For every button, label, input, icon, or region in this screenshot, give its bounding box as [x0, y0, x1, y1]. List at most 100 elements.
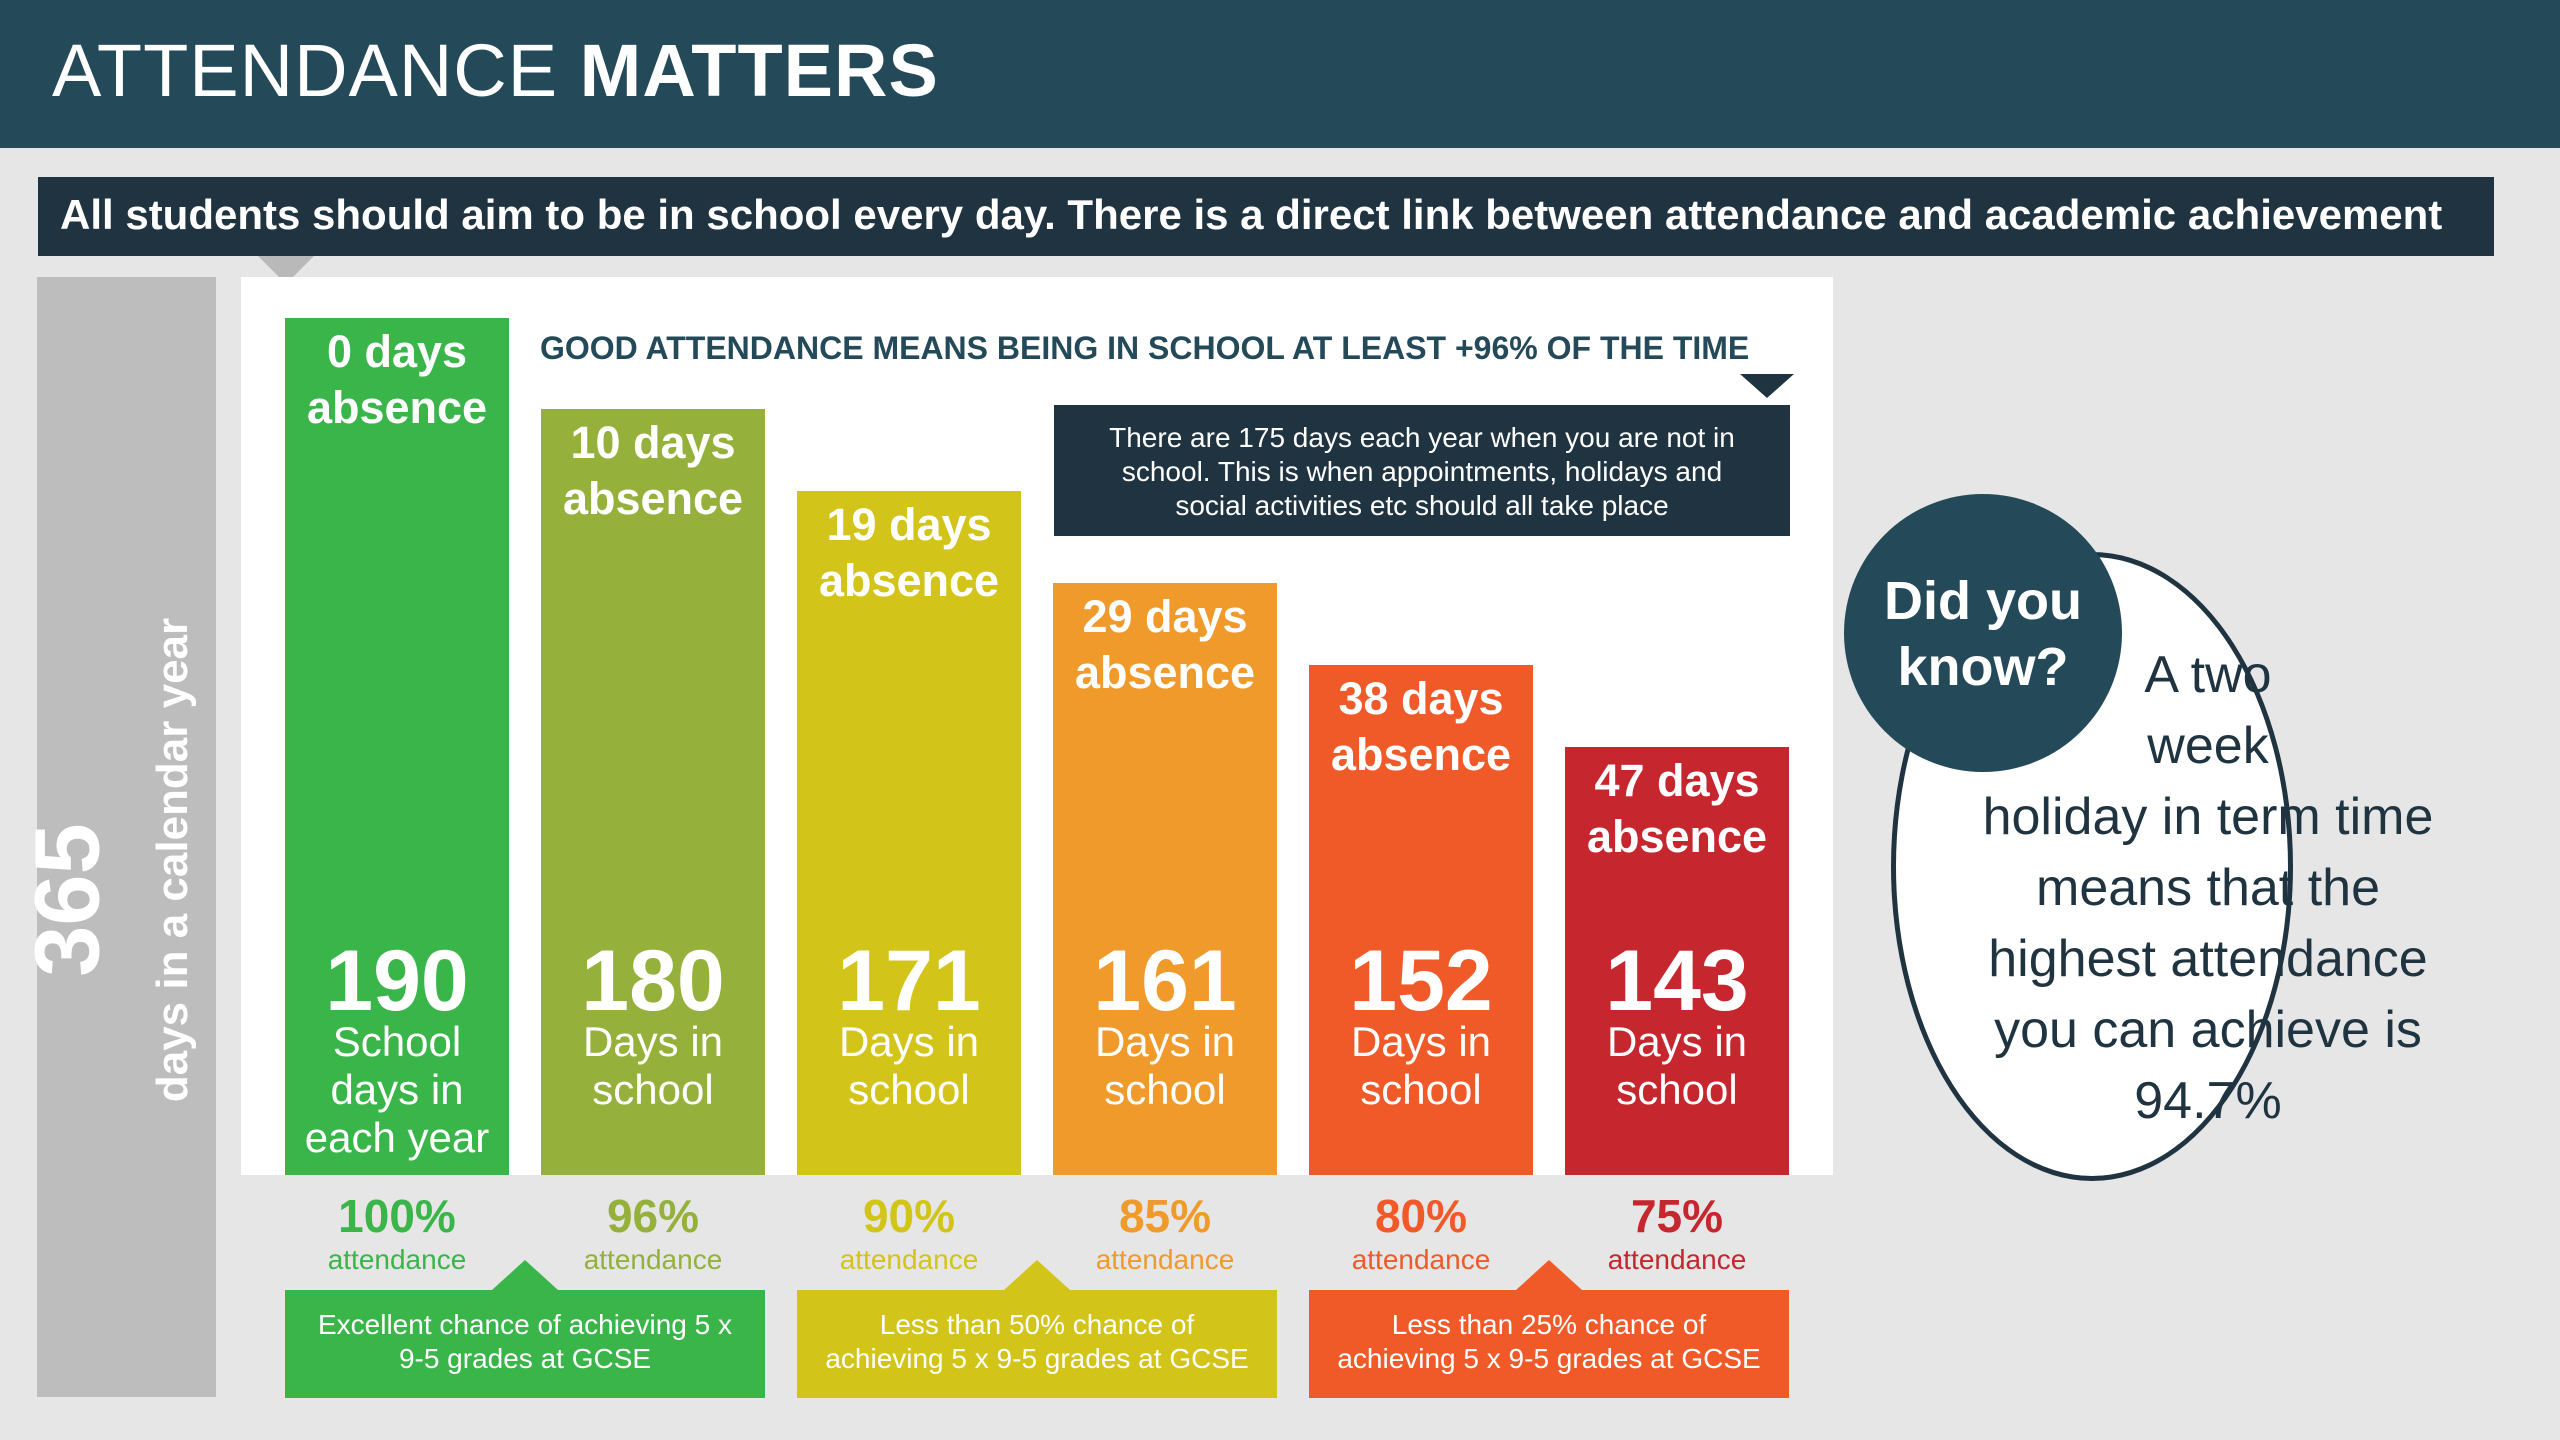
- intro-banner: All students should aim to be in school …: [38, 177, 2494, 256]
- attendance-percent: 96%: [606, 1190, 700, 1242]
- bar-171: [797, 491, 1021, 1175]
- days-label-line-2: school: [848, 1066, 970, 1113]
- attendance-label: attendance: [1351, 1244, 1491, 1275]
- bar-days-label: School days in each year: [285, 1018, 509, 1162]
- dyk-title-line-2: know?: [1897, 637, 2069, 697]
- bar-days-value: 180: [581, 933, 725, 1029]
- dyk-line-7: 94.7%: [2134, 1072, 2282, 1130]
- days-label-line-1: Days in: [838, 1018, 980, 1065]
- bar-143: [1565, 747, 1789, 1175]
- bar-absence-label: 38 days absence: [1309, 671, 1533, 783]
- bar-absence-label: 10 days absence: [541, 415, 765, 527]
- absence-line-2: absence: [1074, 646, 1256, 698]
- days-label-line-2: school: [592, 1066, 714, 1113]
- dyk-title-line-1: Did you: [1884, 571, 2082, 631]
- dyk-line-5: highest attendance: [1988, 930, 2428, 988]
- attendance-percent: 100%: [338, 1190, 456, 1242]
- bar-days-label: Days in school: [541, 1018, 765, 1114]
- days-label-line-1: Days in: [582, 1018, 724, 1065]
- days-label-line-3: each year: [304, 1114, 490, 1161]
- absence-line-2: absence: [1586, 811, 1768, 862]
- absence-line-1: 19 days: [826, 499, 992, 551]
- absence-line-1: 47 days: [1594, 755, 1760, 806]
- bar-days-value: 161: [1093, 933, 1237, 1029]
- bar-days-value: 143: [1605, 933, 1749, 1029]
- chance-pointer: [1516, 1260, 1582, 1290]
- chance-box: Less than 25% chance of achieving 5 x 9-5…: [1309, 1260, 1789, 1398]
- absence-line-1: 10 days: [570, 417, 736, 469]
- attendance-percent: 75%: [1630, 1190, 1724, 1242]
- title-bold: MATTERS: [579, 29, 939, 112]
- days-label-line-2: school: [1360, 1066, 1482, 1113]
- intro-banner-text: All students should aim to be in school …: [60, 191, 2443, 238]
- good-attendance-title: GOOD ATTENDANCE MEANS BEING IN SCHOOL AT…: [540, 330, 1750, 366]
- info-box-text: There are 175 days each year when you ar…: [1054, 421, 1790, 523]
- absence-line-1: 38 days: [1338, 672, 1504, 724]
- chance-line-1: Excellent chance of achieving 5 x: [317, 1309, 733, 1340]
- year-bar: [37, 277, 216, 1397]
- chance-pointer: [1004, 1260, 1070, 1290]
- bar-days-label: Days in school: [1053, 1018, 1277, 1114]
- dyk-line-4: means that the: [2036, 859, 2380, 917]
- year-label-text: days in a calendar year: [148, 617, 197, 1103]
- absence-line-2: absence: [562, 473, 744, 525]
- info-line-2: school. This is when appointments, holid…: [1121, 456, 1723, 487]
- info-line-3: social activities etc should all take pl…: [1175, 490, 1669, 521]
- bar-days-label: Days in school: [797, 1018, 1021, 1114]
- days-label-line-1: Days in: [1350, 1018, 1492, 1065]
- attendance-percent: 85%: [1118, 1190, 1212, 1242]
- dyk-line-2: week: [2147, 717, 2269, 775]
- attendance-percent: 90%: [862, 1190, 956, 1242]
- attendance-label: attendance: [839, 1244, 979, 1275]
- absence-line-1: 0 days: [326, 326, 468, 377]
- title-light: ATTENDANCE: [52, 29, 559, 112]
- bar-days-value: 190: [325, 933, 469, 1029]
- bar-days-value: 152: [1349, 933, 1493, 1029]
- dyk-line-1: A two: [2144, 646, 2272, 704]
- chance-line-1: Less than 50% chance of: [879, 1309, 1195, 1340]
- did-you-know-badge: Did you know?: [1844, 494, 2122, 772]
- absence-line-1: 29 days: [1082, 590, 1248, 642]
- header: ATTENDANCE MATTERS: [0, 0, 2560, 148]
- bar-absence-label: 0 days absence: [285, 324, 509, 436]
- dyk-line-6: you can achieve is: [1994, 1001, 2422, 1059]
- attendance-label: attendance: [1607, 1244, 1747, 1275]
- absence-line-2: absence: [1330, 728, 1512, 780]
- page-title: ATTENDANCE MATTERS: [52, 28, 939, 113]
- chance-pointer: [492, 1260, 558, 1290]
- chance-line-2: 9-5 grades at GCSE: [398, 1343, 652, 1374]
- info-box: There are 175 days each year when you ar…: [1054, 405, 1790, 536]
- bar-161: [1053, 582, 1277, 1175]
- chance-line-2: achieving 5 x 9-5 grades at GCSE: [1337, 1343, 1761, 1374]
- absence-line-2: absence: [306, 382, 488, 433]
- days-label-line-1: Days in: [1606, 1018, 1748, 1065]
- bar-190: [285, 318, 509, 1175]
- bar-days-label: Days in school: [1565, 1018, 1789, 1114]
- chance-text: Less than 25% chance of achieving 5 x 9-5…: [1309, 1308, 1789, 1376]
- absence-line-2: absence: [818, 555, 1000, 607]
- chance-line-1: Less than 25% chance of: [1391, 1309, 1707, 1340]
- bar-days-label: Days in school: [1309, 1018, 1533, 1114]
- bar-152: [1309, 664, 1533, 1175]
- bar-days-value: 171: [837, 933, 981, 1029]
- chance-line-2: achieving 5 x 9-5 grades at GCSE: [825, 1343, 1249, 1374]
- did-you-know-text: A two week holiday in term time means th…: [1928, 640, 2488, 1137]
- days-label-line-2: days in: [330, 1066, 464, 1113]
- chance-box: Excellent chance of achieving 5 x 9-5 gra…: [285, 1260, 765, 1398]
- bar-absence-label: 29 days absence: [1053, 589, 1277, 701]
- attendance-label: attendance: [583, 1244, 723, 1275]
- days-label-line-1: School: [332, 1018, 462, 1065]
- dyk-line-3: holiday in term time: [1982, 788, 2434, 846]
- chance-box: Less than 50% chance of achieving 5 x 9-5…: [797, 1260, 1277, 1398]
- days-label-line-2: school: [1616, 1066, 1738, 1113]
- attendance-percent: 80%: [1374, 1190, 1468, 1242]
- days-label-line-1: Days in: [1094, 1018, 1236, 1065]
- chance-text: Excellent chance of achieving 5 x 9-5 gra…: [285, 1308, 765, 1376]
- bar-absence-label: 47 days absence: [1565, 753, 1789, 865]
- bar-180: [541, 409, 765, 1175]
- did-you-know-title: Did you know?: [1844, 568, 2122, 700]
- attendance-label: attendance: [327, 1244, 467, 1275]
- days-label-line-2: school: [1104, 1066, 1226, 1113]
- bar-absence-label: 19 days absence: [797, 497, 1021, 609]
- attendance-label: attendance: [1095, 1244, 1235, 1275]
